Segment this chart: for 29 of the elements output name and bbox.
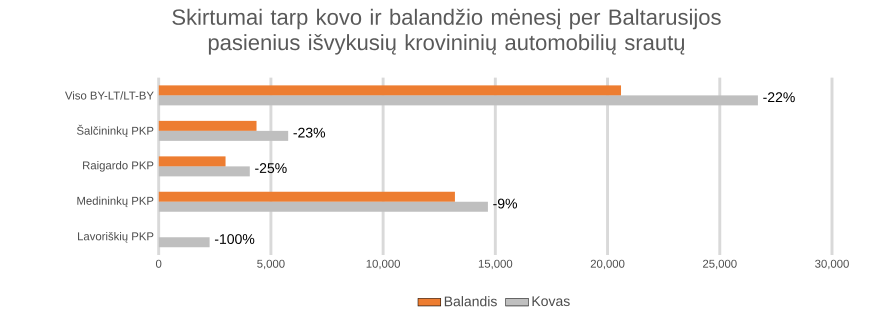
x-tick-label: 15,000 bbox=[478, 260, 512, 270]
annotation: -100% bbox=[214, 234, 254, 244]
legend-label: Kovas bbox=[532, 296, 570, 306]
bar bbox=[158, 202, 488, 212]
y-tick-label: Lavoriškių PKP bbox=[78, 232, 154, 243]
bar bbox=[158, 85, 622, 96]
x-tick-label: 30,000 bbox=[815, 260, 849, 270]
y-tick-label: Medininkų PKP bbox=[77, 196, 154, 208]
x-tick-label: 20,000 bbox=[590, 260, 624, 270]
annotation: -9% bbox=[493, 198, 518, 209]
annotation: -23% bbox=[294, 128, 326, 138]
x-tick-label: 0 bbox=[156, 260, 162, 268]
annotation: -25% bbox=[255, 163, 287, 174]
bar bbox=[158, 237, 210, 248]
bar bbox=[158, 166, 250, 176]
y-tick-label: Viso BY-LT/LT-BY bbox=[64, 91, 154, 100]
bar bbox=[158, 95, 758, 106]
bar bbox=[158, 192, 455, 202]
bar bbox=[158, 130, 288, 141]
y-tick-label: Raigardo PKP bbox=[83, 161, 154, 172]
x-tick-label: 10,000 bbox=[366, 260, 400, 270]
chart-title: Skirtumai tarp kovo ir balandžio mėnesį per Baltarusijos pasienius išvykusių krovininių automobilių srautų bbox=[172, 8, 721, 55]
bar bbox=[158, 120, 257, 131]
x-tick-label: 5,000 bbox=[257, 260, 285, 270]
annotation: -22% bbox=[763, 92, 795, 102]
legend-label: Balandis bbox=[444, 296, 497, 306]
bar bbox=[158, 156, 226, 166]
x-tick-label: 25,000 bbox=[703, 260, 737, 270]
y-tick-label: Šalčininkų PKP bbox=[76, 124, 154, 138]
